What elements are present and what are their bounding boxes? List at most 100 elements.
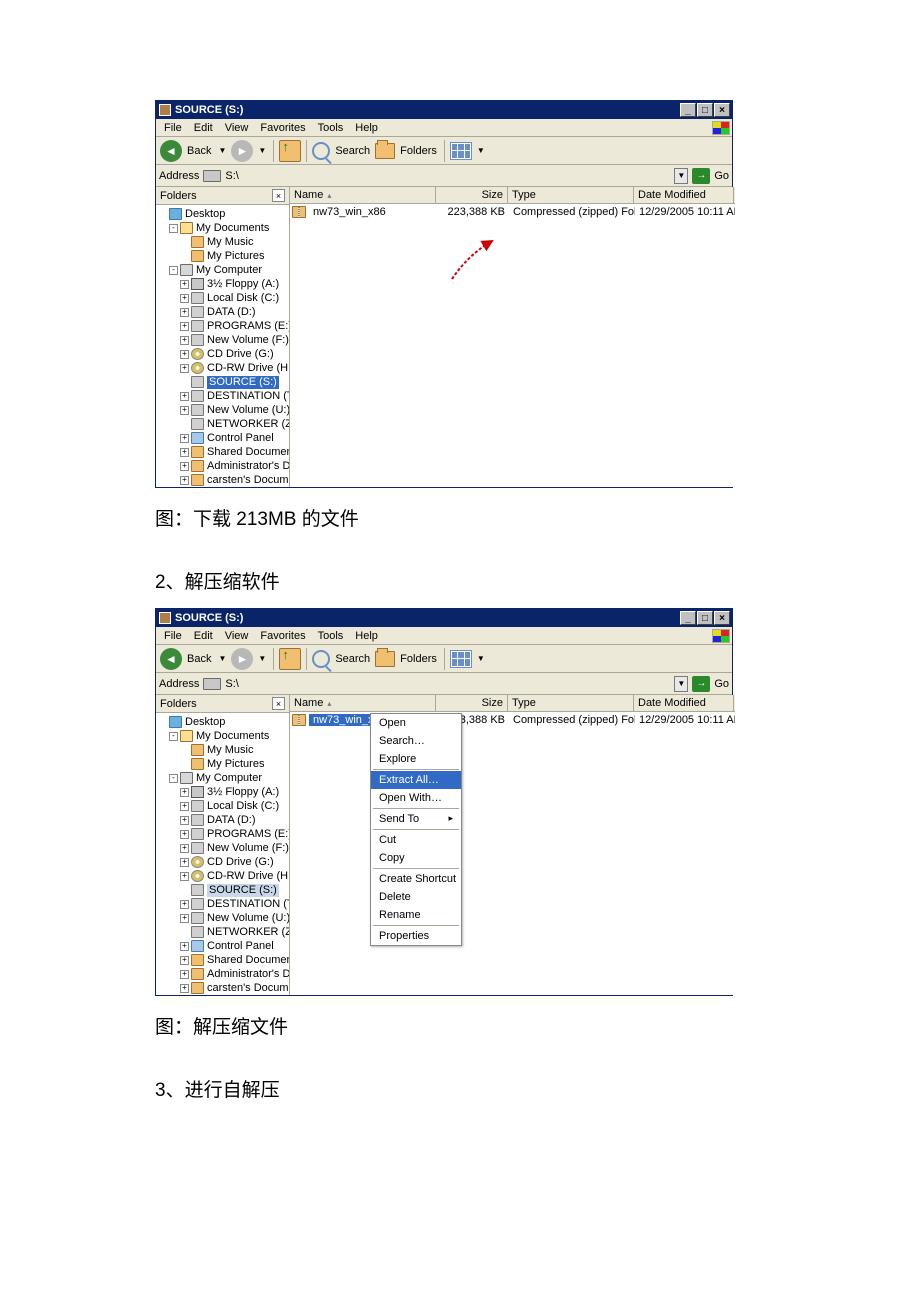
up-button[interactable]: [279, 140, 301, 162]
back-dropdown[interactable]: ▼: [216, 146, 228, 155]
tree-node[interactable]: +DESTINATION (T:): [156, 389, 289, 403]
maximize-button[interactable]: □: [697, 611, 713, 625]
tree-node[interactable]: +CD Drive (G:): [156, 855, 289, 869]
tree-node[interactable]: Desktop: [156, 207, 289, 221]
ctx-rename[interactable]: Rename: [371, 906, 461, 924]
tree-node[interactable]: -My Documents: [156, 221, 289, 235]
tree-node[interactable]: My Pictures: [156, 757, 289, 771]
menu-edit[interactable]: Edit: [188, 630, 219, 642]
ctx-send-to[interactable]: Send To: [371, 810, 461, 828]
tree-node[interactable]: -My Computer: [156, 771, 289, 785]
tree-node[interactable]: +Control Panel: [156, 431, 289, 445]
tree-node[interactable]: +CD-RW Drive (H:): [156, 361, 289, 375]
minimize-button[interactable]: _: [680, 103, 696, 117]
folder-tree[interactable]: Desktop-My DocumentsMy MusicMy Pictures-…: [156, 205, 289, 487]
tree-node[interactable]: +New Volume (F:): [156, 841, 289, 855]
tree-node[interactable]: +Local Disk (C:): [156, 291, 289, 305]
back-button[interactable]: ◄: [160, 648, 182, 670]
col-date[interactable]: Date Modified: [634, 695, 734, 711]
menu-favorites[interactable]: Favorites: [254, 630, 311, 642]
forward-button[interactable]: ►: [231, 140, 253, 162]
menu-tools[interactable]: Tools: [312, 122, 350, 134]
folders-icon[interactable]: [375, 143, 395, 159]
address-dropdown[interactable]: ▼: [674, 168, 688, 184]
menu-file[interactable]: File: [158, 630, 188, 642]
forward-dropdown[interactable]: ▼: [256, 654, 268, 663]
tree-node[interactable]: Desktop: [156, 715, 289, 729]
address-path[interactable]: S:\: [225, 170, 238, 182]
close-button[interactable]: ×: [714, 103, 730, 117]
address-path[interactable]: S:\: [225, 678, 238, 690]
table-row[interactable]: nw73_win_x86223,388 KBCompressed (zipped…: [290, 204, 735, 220]
tree-node[interactable]: +DESTINATION (T:): [156, 897, 289, 911]
tree-node[interactable]: +New Volume (U:): [156, 911, 289, 925]
table-row[interactable]: nw73_win_x86223,388 KBCompressed (zipped…: [290, 712, 735, 728]
tree-node[interactable]: +carsten's Documents: [156, 981, 289, 995]
folders-icon[interactable]: [375, 651, 395, 667]
search-icon[interactable]: [312, 142, 330, 160]
close-button[interactable]: ×: [714, 611, 730, 625]
minimize-button[interactable]: _: [680, 611, 696, 625]
tree-node[interactable]: +Administrator's Documents: [156, 459, 289, 473]
ctx-delete[interactable]: Delete: [371, 888, 461, 906]
menu-edit[interactable]: Edit: [188, 122, 219, 134]
ctx-open[interactable]: Open: [371, 714, 461, 732]
ctx-copy[interactable]: Copy: [371, 849, 461, 867]
forward-dropdown[interactable]: ▼: [256, 146, 268, 155]
tree-node[interactable]: +3½ Floppy (A:): [156, 277, 289, 291]
close-folders-pane[interactable]: ×: [272, 189, 285, 202]
tree-node[interactable]: +3½ Floppy (A:): [156, 785, 289, 799]
tree-node[interactable]: -My Documents: [156, 729, 289, 743]
menu-help[interactable]: Help: [349, 630, 384, 642]
col-size[interactable]: Size: [436, 695, 508, 711]
col-name[interactable]: Name: [290, 187, 436, 203]
ctx-search[interactable]: Search…: [371, 732, 461, 750]
tree-node[interactable]: My Pictures: [156, 249, 289, 263]
tree-node[interactable]: SOURCE (S:): [156, 883, 289, 897]
views-button[interactable]: [450, 142, 472, 160]
folder-tree[interactable]: Desktop-My DocumentsMy MusicMy Pictures-…: [156, 713, 289, 995]
ctx-cut[interactable]: Cut: [371, 831, 461, 849]
views-button[interactable]: [450, 650, 472, 668]
back-button[interactable]: ◄: [160, 140, 182, 162]
menu-view[interactable]: View: [219, 630, 255, 642]
tree-node[interactable]: My Music: [156, 235, 289, 249]
tree-node[interactable]: NETWORKER (Z:): [156, 417, 289, 431]
tree-node[interactable]: +PROGRAMS (E:): [156, 827, 289, 841]
views-dropdown[interactable]: ▼: [475, 146, 487, 155]
tree-node[interactable]: +carsten's Documents: [156, 473, 289, 487]
menu-favorites[interactable]: Favorites: [254, 122, 311, 134]
menu-tools[interactable]: Tools: [312, 630, 350, 642]
tree-node[interactable]: +Control Panel: [156, 939, 289, 953]
forward-button[interactable]: ►: [231, 648, 253, 670]
ctx-open-with[interactable]: Open With…: [371, 789, 461, 807]
up-button[interactable]: [279, 648, 301, 670]
tree-node[interactable]: +New Volume (U:): [156, 403, 289, 417]
col-date[interactable]: Date Modified: [634, 187, 734, 203]
tree-node[interactable]: SOURCE (S:): [156, 375, 289, 389]
col-type[interactable]: Type: [508, 187, 634, 203]
back-dropdown[interactable]: ▼: [216, 654, 228, 663]
col-type[interactable]: Type: [508, 695, 634, 711]
tree-node[interactable]: +Shared Documents: [156, 953, 289, 967]
menu-help[interactable]: Help: [349, 122, 384, 134]
ctx-explore[interactable]: Explore: [371, 750, 461, 768]
menu-file[interactable]: File: [158, 122, 188, 134]
menu-view[interactable]: View: [219, 122, 255, 134]
ctx-properties[interactable]: Properties: [371, 927, 461, 945]
ctx-create-shortcut[interactable]: Create Shortcut: [371, 870, 461, 888]
tree-node[interactable]: +CD Drive (G:): [156, 347, 289, 361]
tree-node[interactable]: +CD-RW Drive (H:): [156, 869, 289, 883]
tree-node[interactable]: +DATA (D:): [156, 813, 289, 827]
ctx-extract-all[interactable]: Extract All…: [371, 771, 461, 789]
tree-node[interactable]: +PROGRAMS (E:): [156, 319, 289, 333]
tree-node[interactable]: +Administrator's Documents: [156, 967, 289, 981]
views-dropdown[interactable]: ▼: [475, 654, 487, 663]
tree-node[interactable]: NETWORKER (Z:): [156, 925, 289, 939]
go-button[interactable]: →: [692, 676, 710, 692]
tree-node[interactable]: +New Volume (F:): [156, 333, 289, 347]
close-folders-pane[interactable]: ×: [272, 697, 285, 710]
search-icon[interactable]: [312, 650, 330, 668]
tree-node[interactable]: -My Computer: [156, 263, 289, 277]
col-size[interactable]: Size: [436, 187, 508, 203]
